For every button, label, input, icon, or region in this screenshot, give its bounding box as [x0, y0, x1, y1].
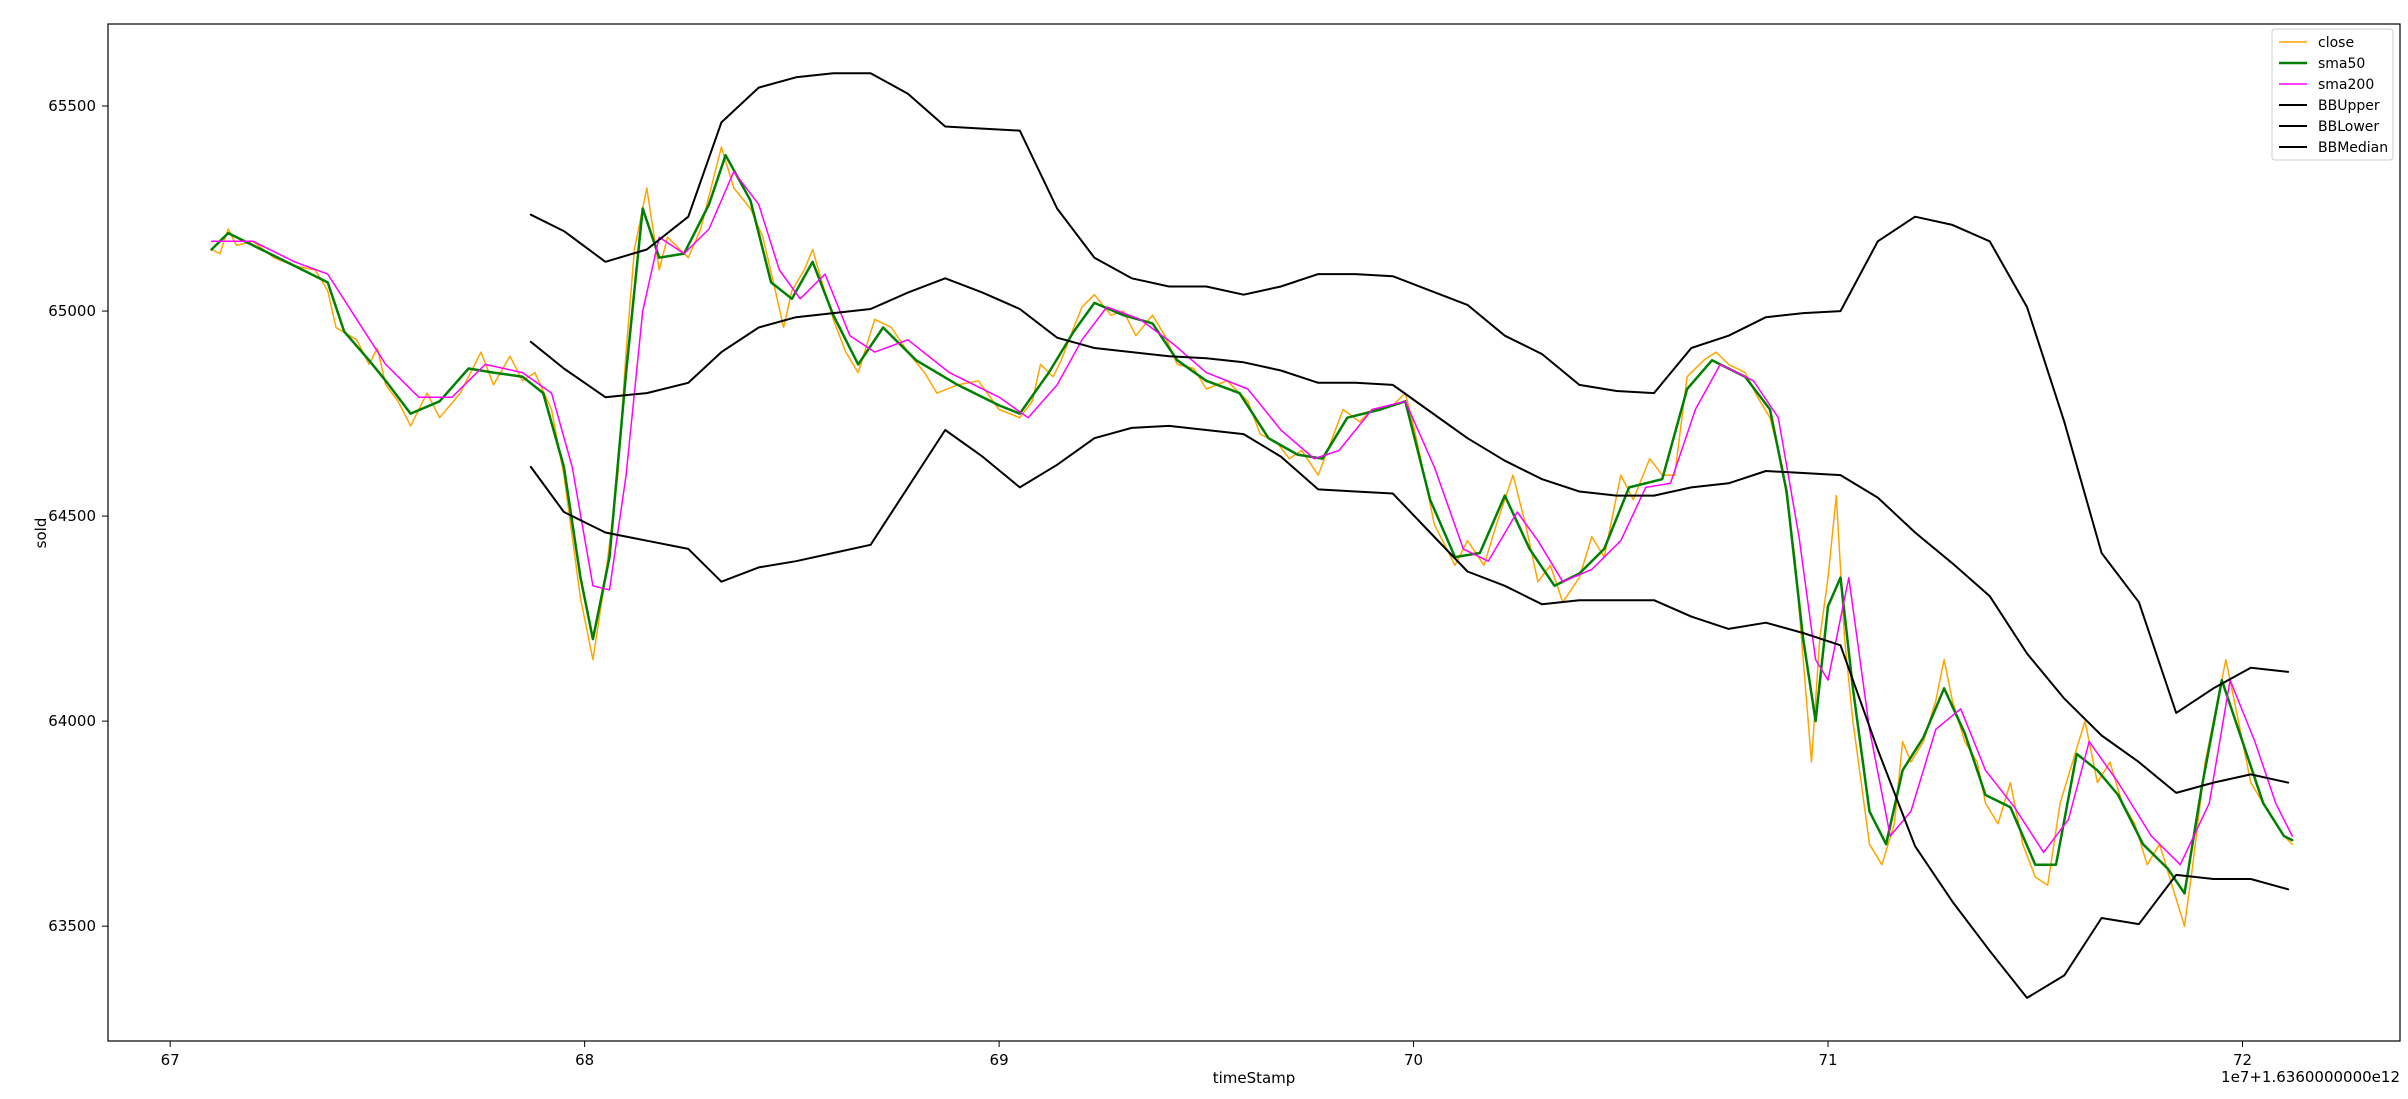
x-tick-label: 68	[575, 1051, 594, 1069]
legend-label-bblower: BBLower	[2318, 119, 2379, 135]
x-axis-label: timeStamp	[1213, 1069, 1296, 1087]
legend-label-bbmedian: BBMedian	[2318, 140, 2388, 156]
series-layer	[210, 72, 2294, 999]
x-tick-label: 67	[161, 1051, 180, 1069]
y-tick-label: 65000	[48, 302, 96, 320]
x-axis: 67 68 69 70 71 72	[161, 1041, 2252, 1069]
y-tick-label: 64500	[48, 507, 96, 525]
y-axis-label: sold	[32, 518, 50, 549]
x-tick-label: 71	[1818, 1051, 1837, 1069]
series-line-bblower	[529, 424, 2290, 999]
legend-label-sma200: sma200	[2318, 77, 2374, 93]
y-tick-label: 64000	[48, 712, 96, 730]
series-line-sma200	[210, 170, 2293, 866]
y-tick-label: 65500	[48, 97, 96, 115]
legend-label-sma50: sma50	[2318, 56, 2365, 72]
x-offset-text: 1e7+1.6360000000e12	[2221, 1068, 2400, 1086]
series-line-bbupper	[529, 72, 2290, 714]
legend-label-bbupper: BBUpper	[2318, 98, 2380, 114]
series-line-close	[210, 146, 2293, 927]
x-tick-label: 72	[2233, 1051, 2252, 1069]
series-line-bbmedian	[529, 277, 2290, 794]
y-axis: 63500 64000 64500 65000 65500	[48, 97, 108, 935]
plot-frame	[107, 23, 2401, 1042]
x-tick-label: 69	[990, 1051, 1009, 1069]
legend: close sma50 sma200 BBUpper BBLower BBMedian	[2271, 28, 2394, 161]
series-line-sma50	[210, 153, 2294, 895]
x-tick-label: 70	[1404, 1051, 1423, 1069]
y-tick-label: 63500	[48, 917, 96, 935]
legend-label-close: close	[2318, 35, 2354, 51]
